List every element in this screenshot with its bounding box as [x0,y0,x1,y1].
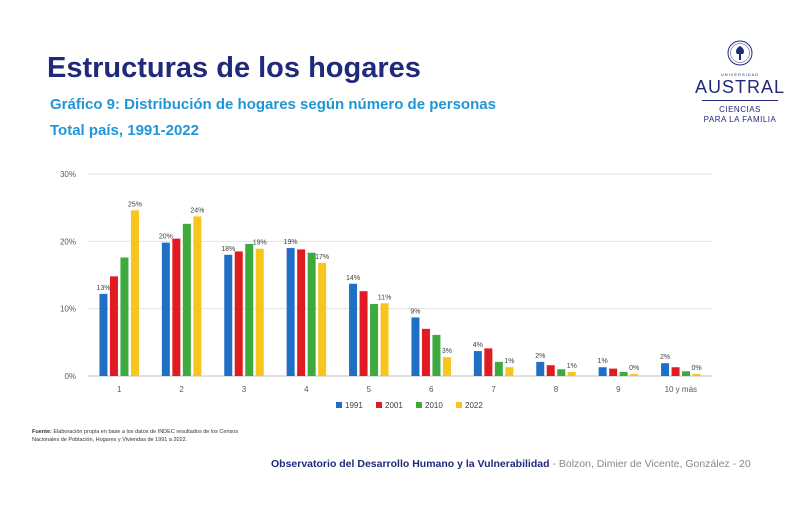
x-tick-label: 3 [242,385,247,394]
data-label: 0% [691,365,701,372]
bar [193,216,202,376]
seal-icon [727,40,753,66]
chart-subtitle-period: Total país, 1991-2022 [50,122,199,139]
bar [224,254,233,376]
data-label: 19% [253,240,267,247]
logo-divider [702,100,778,101]
bar [421,328,430,376]
bar [619,371,628,376]
x-tick-label: 9 [616,385,621,394]
data-label: 1% [598,358,608,365]
bar [630,373,639,376]
footer-organization: Observatorio del Desarrollo Humano y la … [271,458,550,470]
y-tick-label: 10% [60,305,76,314]
x-tick-label: 2 [179,385,184,394]
data-label: 14% [346,275,360,282]
bar [161,242,170,376]
page-title: Estructuras de los hogares [47,52,421,84]
x-tick-label: 4 [304,385,309,394]
data-label: 13% [96,285,110,292]
footer: Observatorio del Desarrollo Humano y la … [271,458,751,470]
legend-label: 2001 [385,401,403,410]
bar [318,262,327,376]
bar [484,348,493,376]
bar [182,223,191,376]
university-logo: UNIVERSIDAD AUSTRAL CIENCIAS PARA LA FAM… [690,40,790,125]
data-label: 2% [660,354,670,361]
y-tick-label: 20% [60,237,76,246]
bar [297,249,306,376]
bar [245,244,254,376]
x-tick-label: 8 [554,385,559,394]
x-tick-label: 6 [429,385,434,394]
source-text: Elaboración propia en base a los datos d… [32,429,239,443]
legend-label: 2010 [425,401,443,410]
bar [598,367,607,376]
bar [411,317,420,376]
bar [380,303,389,376]
bar [505,367,514,376]
data-label: 25% [128,201,142,208]
data-label: 4% [473,342,483,349]
data-label: 11% [378,294,392,301]
bar [286,248,295,376]
data-label: 24% [190,207,204,214]
bar [692,373,701,376]
bar [307,252,316,376]
bar [234,251,243,376]
bar [494,361,503,376]
chart-subtitle: Gráfico 9: Distribución de hogares según… [50,96,496,113]
data-label: 18% [221,246,235,253]
logo-top-text: UNIVERSIDAD [720,72,760,77]
data-label: 3% [442,348,452,355]
bar [671,367,680,376]
bar [536,361,545,376]
data-label: 19% [284,239,298,246]
data-label: 2% [535,353,545,360]
bar [557,369,566,376]
legend-swatch [456,402,462,408]
bar [120,257,129,376]
bar [255,248,264,376]
bar [473,351,482,376]
x-tick-label: 5 [367,385,372,394]
logo-line-1: CIENCIAS [719,105,761,114]
bar [99,293,108,376]
bar [661,363,670,376]
x-tick-label: 7 [491,385,496,394]
legend-label: 2022 [465,401,483,410]
legend-swatch [416,402,422,408]
bar [172,238,181,376]
bar [682,371,691,376]
source-note: Fuente: Elaboración propia en base a los… [32,428,252,444]
legend-swatch [336,402,342,408]
data-label: 9% [410,308,420,315]
logo-line-2: PARA LA FAMILIA [703,115,777,124]
x-tick-label: 1 [117,385,122,394]
legend-swatch [376,402,382,408]
bar [130,210,139,376]
data-label: 0% [629,365,639,372]
data-label: 20% [159,234,173,241]
y-tick-label: 30% [60,170,76,179]
bar [609,368,618,376]
data-label: 1% [567,363,577,370]
x-tick-label: 10 y más [665,385,697,394]
legend-label: 1991 [345,401,363,410]
data-label: 17% [315,254,329,261]
source-label: Fuente: [32,429,52,435]
bar [370,303,379,376]
y-tick-label: 0% [64,372,76,381]
logo-name: AUSTRAL [694,77,786,97]
bar [349,283,358,376]
data-label: 1% [504,358,514,365]
bar [546,365,555,376]
bar [442,357,451,376]
bar [359,291,368,376]
footer-authors: - Bolzon, Dimier de Vicente, González - … [549,458,751,470]
bar [567,371,576,376]
bar [432,334,441,376]
bar [109,276,118,376]
bar-chart: 0% 10% 20% 30% 1 2 3 4 5 6 7 8 9 10 y más 13% 25% 20% 24%… [60,170,712,410]
